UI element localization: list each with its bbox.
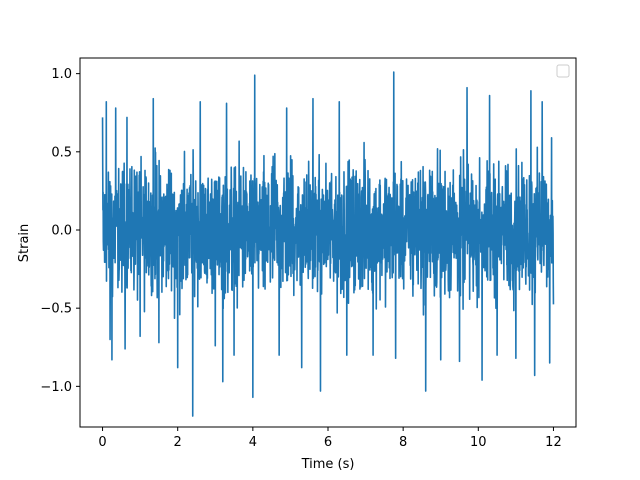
- y-tick-label: 0.0: [51, 223, 72, 238]
- x-tick-label: 10: [470, 435, 487, 450]
- x-tick-label: 2: [174, 435, 182, 450]
- x-tick-label: 12: [545, 435, 562, 450]
- y-tick-label: 1.0: [51, 67, 72, 82]
- y-axis-label: Strain: [17, 224, 32, 263]
- x-tick-label: 8: [399, 435, 407, 450]
- x-axis-label: Time (s): [301, 457, 355, 472]
- x-tick-label: 4: [249, 435, 257, 450]
- x-tick-label: 0: [98, 435, 106, 450]
- y-tick-label: −0.5: [40, 302, 72, 317]
- x-tick-label: 6: [324, 435, 332, 450]
- legend-box: [556, 64, 570, 78]
- y-tick-label: 0.5: [51, 145, 72, 160]
- series-layer: [101, 71, 555, 417]
- axes-layer: 0 2 4 6 8 10 12 −1.0 −0.5 0.0 0.5 1.0: [40, 57, 577, 450]
- series-line-strain: [101, 71, 555, 417]
- y-tick-label: −1.0: [40, 380, 72, 395]
